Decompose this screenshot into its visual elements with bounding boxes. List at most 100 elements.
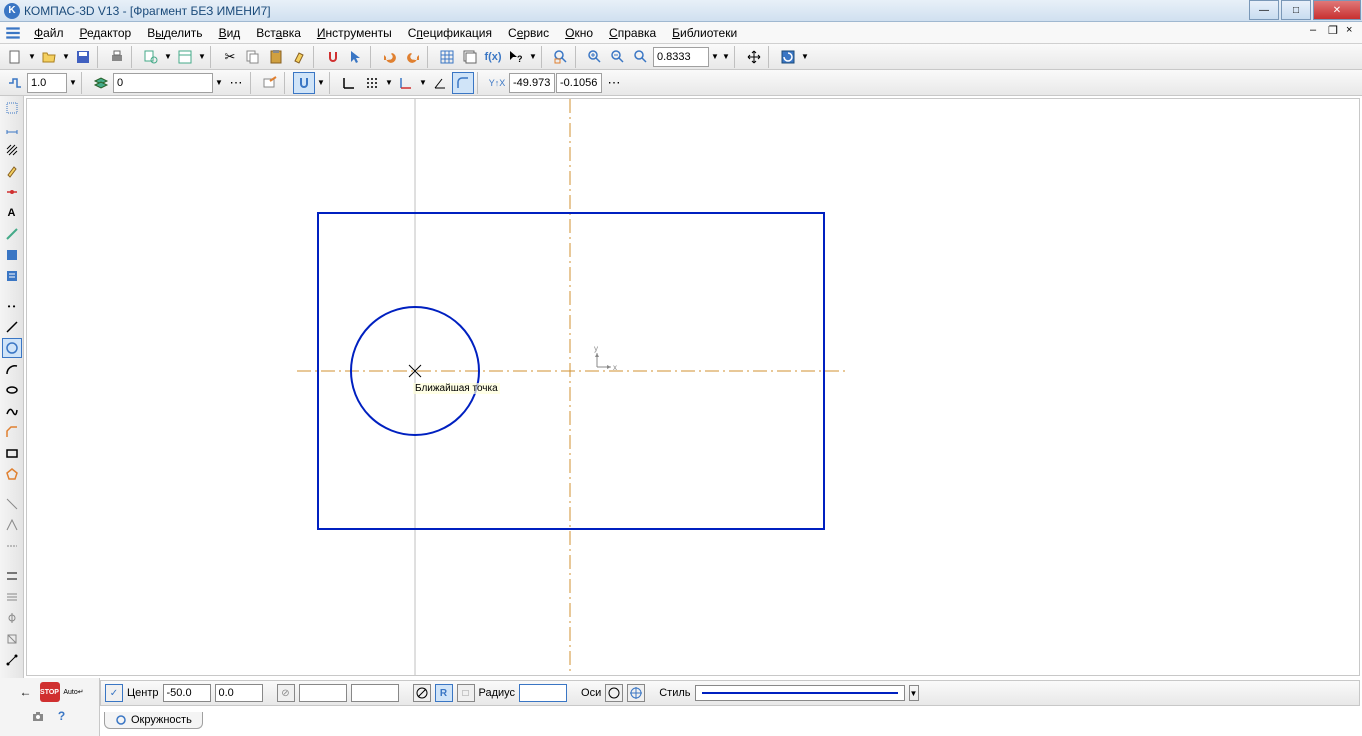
pan-button[interactable] (743, 46, 765, 68)
local-cs-dropdown[interactable]: ▼ (418, 72, 428, 94)
tool-spline-icon[interactable] (2, 401, 22, 421)
zoom-out-button[interactable] (607, 46, 629, 68)
camera-icon[interactable] (28, 706, 48, 726)
snap-angle-button[interactable] (429, 72, 451, 94)
no-axes-button[interactable] (413, 684, 431, 702)
help-icon[interactable]: ? (52, 706, 72, 726)
rounded-button[interactable] (452, 72, 474, 94)
open-dropdown[interactable]: ▼ (61, 46, 71, 68)
style-dropdown[interactable]: ▼ (909, 685, 919, 701)
layers-button[interactable] (459, 46, 481, 68)
cursor-arrow-button[interactable] (345, 46, 367, 68)
zoom-window-button[interactable] (550, 46, 572, 68)
variables-button[interactable]: f(x) (482, 46, 504, 68)
tool-line-icon[interactable] (2, 317, 22, 337)
tool-spec-icon[interactable] (2, 245, 22, 265)
step-dropdown[interactable]: ▼ (68, 72, 78, 94)
tab-circle[interactable]: Окружность (104, 712, 203, 729)
save-button[interactable] (72, 46, 94, 68)
zoom-dropdown-2[interactable]: ▼ (721, 46, 731, 68)
aux-tool-6-icon[interactable] (2, 608, 22, 628)
menu-file[interactable]: Файл (26, 24, 72, 42)
edit-sketch-button[interactable] (259, 72, 281, 94)
properties-button[interactable] (174, 46, 196, 68)
snap-dropdown[interactable]: ▼ (316, 72, 326, 94)
menu-libs[interactable]: Библиотеки (664, 24, 745, 42)
open-button[interactable] (38, 46, 60, 68)
tool-report-icon[interactable] (2, 266, 22, 286)
preview-button[interactable] (140, 46, 162, 68)
menu-view[interactable]: Вид (211, 24, 249, 42)
tool-param-icon[interactable] (2, 182, 22, 202)
zoom-ratio-button[interactable] (630, 46, 652, 68)
tool-chamfer-icon[interactable] (2, 422, 22, 442)
grid-snap-dropdown[interactable]: ▼ (384, 72, 394, 94)
help-dropdown[interactable]: ▼ (528, 46, 538, 68)
tool-ellipse-icon[interactable] (2, 380, 22, 400)
menu-service[interactable]: Сервис (500, 24, 557, 42)
print-button[interactable] (106, 46, 128, 68)
axes-on-button[interactable] (627, 684, 645, 702)
layer-extra-button[interactable]: ⋯ (225, 72, 247, 94)
radius-lock-button[interactable]: □ (457, 684, 475, 702)
new-dropdown[interactable]: ▼ (27, 46, 37, 68)
zoom-in-button[interactable] (584, 46, 606, 68)
layer-state-button[interactable] (90, 72, 112, 94)
aux-tool-2-icon[interactable] (2, 515, 22, 535)
menu-window[interactable]: Окно (557, 24, 601, 42)
mdi-close[interactable]: × (1346, 24, 1358, 36)
diameter-input[interactable] (299, 684, 347, 702)
tool-circle-icon[interactable] (2, 338, 22, 358)
tool-polygon-icon[interactable] (2, 464, 22, 484)
layer-input[interactable] (113, 73, 213, 93)
axes-off-button[interactable] (605, 684, 623, 702)
tool-arc-icon[interactable] (2, 359, 22, 379)
diameter-input-2[interactable] (351, 684, 399, 702)
properties-dropdown[interactable]: ▼ (197, 46, 207, 68)
step-input[interactable] (27, 73, 67, 93)
diameter-mode-button[interactable]: ⊘ (277, 684, 295, 702)
menu-spec[interactable]: Спецификация (400, 24, 500, 42)
tool-text-icon[interactable]: A (2, 203, 22, 223)
menu-insert[interactable]: Вставка (248, 24, 309, 42)
zoom-dropdown[interactable]: ▼ (710, 46, 720, 68)
aux-tool-1-icon[interactable] (2, 494, 22, 514)
tool-point-icon[interactable]: • • (2, 296, 22, 316)
center-y-input[interactable] (215, 684, 263, 702)
menu-tools[interactable]: Инструменты (309, 24, 400, 42)
center-x-input[interactable] (163, 684, 211, 702)
grid-snap-button[interactable] (361, 72, 383, 94)
menu-select[interactable]: Выделить (139, 24, 210, 42)
coord-extra-button[interactable]: ⋯ (603, 72, 625, 94)
refresh-dropdown[interactable]: ▼ (800, 46, 810, 68)
radius-mode-button[interactable]: R (435, 684, 453, 702)
grid-button[interactable] (436, 46, 458, 68)
menu-icon[interactable] (4, 24, 22, 42)
auto-button[interactable]: Auto↵ (64, 682, 84, 702)
format-painter-button[interactable] (288, 46, 310, 68)
magnet-button[interactable] (322, 46, 344, 68)
aux-tool-5-icon[interactable] (2, 587, 22, 607)
local-cs-button[interactable] (395, 72, 417, 94)
maximize-button[interactable]: □ (1281, 0, 1311, 20)
redo-button[interactable] (402, 46, 424, 68)
close-button[interactable]: ✕ (1313, 0, 1361, 20)
mdi-restore[interactable]: ❐ (1328, 24, 1340, 36)
tool-select-icon[interactable] (2, 98, 22, 118)
refresh-button[interactable] (777, 46, 799, 68)
radius-input[interactable] (519, 684, 567, 702)
minimize-button[interactable]: — (1249, 0, 1279, 20)
center-check-button[interactable]: ✓ (105, 684, 123, 702)
copy-button[interactable] (242, 46, 264, 68)
arrow-button[interactable]: ← (16, 682, 36, 702)
cut-button[interactable]: ✂ (219, 46, 241, 68)
preview-dropdown[interactable]: ▼ (163, 46, 173, 68)
tool-measure-icon[interactable] (2, 224, 22, 244)
new-button[interactable] (4, 46, 26, 68)
undo-button[interactable] (379, 46, 401, 68)
menu-help[interactable]: Справка (601, 24, 664, 42)
style-select[interactable] (695, 685, 905, 701)
aux-tool-3-icon[interactable] (2, 536, 22, 556)
aux-tool-8-icon[interactable] (2, 650, 22, 670)
tool-rect-icon[interactable] (2, 443, 22, 463)
